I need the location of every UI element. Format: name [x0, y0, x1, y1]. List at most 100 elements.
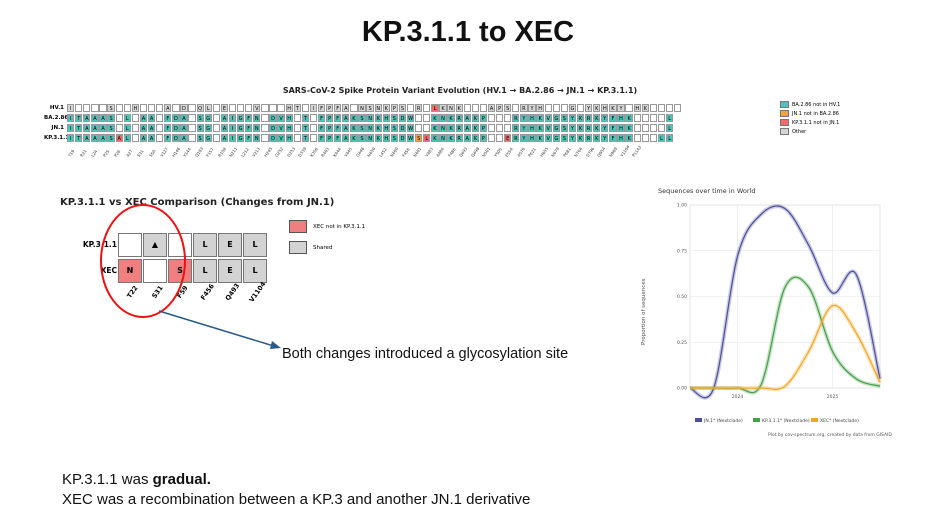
variant-cell: I — [67, 104, 75, 112]
variant-cell — [657, 114, 666, 122]
variant-cell: L — [423, 134, 431, 142]
variant-row: BA.2.86 I T A A A S L A A F D A S G A I G F N D V H T F P F A K S N K H S… — [44, 114, 682, 123]
variant-cell: A — [83, 124, 91, 132]
variant-cell — [245, 104, 253, 112]
variant-cell — [415, 124, 423, 132]
variant-cell: H — [285, 124, 293, 132]
variant-cell — [495, 134, 504, 142]
variant-cell — [188, 104, 196, 112]
variant-cell: L — [657, 134, 666, 142]
variant-cell — [415, 114, 423, 122]
variant-cell: A — [164, 104, 172, 112]
variant-cell: S — [358, 134, 366, 142]
variant-cell: W — [406, 114, 415, 122]
variant-cell: N — [358, 104, 366, 112]
annotation-text: Both changes introduced a glycosylation … — [282, 346, 569, 362]
variant-cell — [131, 114, 140, 122]
variant-cell: V — [277, 134, 285, 142]
variant-row-label: JN.1 — [51, 125, 64, 131]
variant-cell: N — [374, 104, 382, 112]
variant-cell: Y — [601, 134, 609, 142]
variant-cell: K — [350, 114, 358, 122]
legend-swatch — [753, 418, 760, 422]
variant-cell: V — [544, 114, 552, 122]
variant-legend-item: JN.1 not in BA.2.86 — [780, 110, 840, 117]
variant-cell: N — [366, 114, 374, 122]
bottom-line1-bold: gradual. — [152, 471, 211, 488]
variant-cell — [99, 104, 107, 112]
variant-legend-item: KP.3.1.1 not in JN.1 — [780, 119, 840, 126]
variant-row-label: KP.3.1.1 — [44, 135, 70, 141]
slide-title: KP.3.1.1 to XEC — [361, 16, 575, 48]
variant-cell: F — [317, 134, 326, 142]
variant-cell: P — [326, 114, 334, 122]
variant-cell: K — [471, 124, 479, 132]
variant-cell: F — [334, 104, 342, 112]
variant-cell: H — [285, 134, 293, 142]
variant-cell — [649, 104, 658, 112]
legend-label: KP.3.1.1* (Nextclade) — [762, 418, 810, 424]
variant-cell: A — [91, 134, 99, 142]
variant-cell: K — [593, 114, 601, 122]
variant-cell: H — [285, 114, 293, 122]
variant-cell: A — [463, 124, 471, 132]
variant-cell: S — [415, 134, 423, 142]
variant-cell: N — [447, 104, 455, 112]
variant-cell: G — [568, 104, 577, 112]
variant-cell — [293, 134, 301, 142]
variant-cell — [309, 134, 318, 142]
comparison-cell: L — [243, 232, 267, 257]
variant-cell: H — [601, 104, 609, 112]
variant-cell — [423, 104, 431, 112]
variant-cell — [139, 104, 148, 112]
variant-cell — [665, 104, 674, 112]
variant-cell: T — [75, 134, 83, 142]
variant-cell: F — [317, 114, 326, 122]
variant-cell: I — [228, 134, 237, 142]
variant-cell — [633, 134, 641, 142]
variant-cell: R — [512, 114, 520, 122]
variant-cell: A — [342, 114, 350, 122]
comparison-title: KP.3.1.1 vs XEC Comparison (Changes from… — [60, 197, 335, 208]
variant-legend-item: BA.2.86 not in HV.1 — [780, 101, 840, 108]
variant-cell: G — [552, 124, 560, 132]
variant-cell: A — [220, 124, 229, 132]
variant-cell: S — [390, 124, 399, 132]
variant-cell: K — [431, 114, 439, 122]
variant-cell — [156, 124, 164, 132]
legend-label: JN.1* (Nextclade) — [703, 418, 743, 424]
variant-cell: H — [131, 104, 140, 112]
variant-cell: N — [253, 124, 261, 132]
variant-cell: K — [536, 114, 544, 122]
variant-cell — [674, 104, 682, 112]
variant-cell: S — [398, 104, 407, 112]
variant-cell: K — [641, 104, 649, 112]
variant-cell: L — [123, 124, 131, 132]
variant-cell: H — [528, 114, 536, 122]
chart-title: Sequences over time in World — [658, 187, 755, 195]
legend-label: BA.2.86 not in HV.1 — [792, 101, 841, 108]
variant-panel-title: SARS-CoV-2 Spike Protein Variant Evoluti… — [282, 86, 638, 95]
variant-cell — [212, 134, 220, 142]
variant-cell: V — [544, 124, 552, 132]
variant-cell: H — [528, 124, 536, 132]
legend-swatch — [695, 418, 702, 422]
variant-cell: S — [390, 114, 399, 122]
variant-cell — [423, 114, 431, 122]
annotation-arrow — [158, 310, 281, 349]
variant-cell: R — [455, 114, 463, 122]
variant-cell: I — [228, 114, 237, 122]
variant-cell — [131, 134, 140, 142]
variant-cell: D — [398, 114, 407, 122]
variant-cell: D — [398, 134, 407, 142]
variant-grid: HV.1 I S H A D Q L E V H T I F P F A N S N K P S R L K N K A P S R Y H G Y K… — [44, 104, 682, 144]
legend-swatch — [811, 418, 818, 422]
variant-cell: H — [536, 104, 544, 112]
variant-cell: A — [147, 114, 156, 122]
variant-cell: Y — [617, 104, 625, 112]
variant-cell: V — [544, 134, 552, 142]
variant-cell: S — [107, 124, 115, 132]
variant-cell — [156, 114, 164, 122]
variant-cell: S — [390, 134, 399, 142]
variant-row-label: BA.2.86 — [44, 115, 69, 121]
